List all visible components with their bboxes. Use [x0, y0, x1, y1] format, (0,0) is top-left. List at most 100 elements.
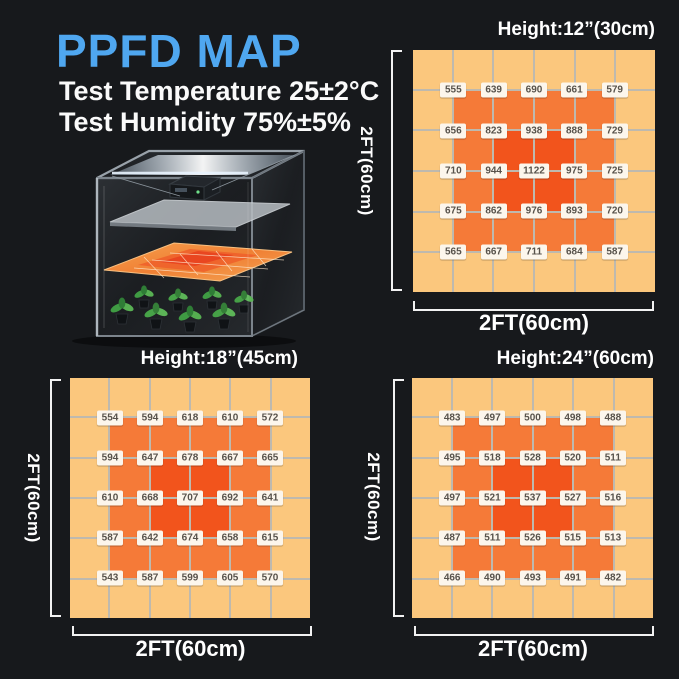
- x-axis-bracket: [413, 301, 654, 311]
- heatmap-cell: [493, 579, 532, 618]
- y-axis-bracket: [391, 50, 402, 291]
- heatmap-cell: [110, 579, 149, 618]
- heatmap-cell: [271, 458, 310, 497]
- heatmap-cell: [412, 418, 451, 457]
- heatmap-cell: [574, 498, 613, 538]
- heatmap-cell: [70, 458, 109, 497]
- heatmap-cell: [150, 498, 189, 538]
- floor-shadow: [72, 334, 296, 348]
- ppfd-value-chip: 520: [559, 450, 586, 466]
- heatmap-cell: [494, 212, 533, 252]
- ppfd-value-chip: 729: [601, 123, 628, 139]
- ppfd-value-chip: 565: [440, 244, 467, 260]
- ppfd-value-chip: 579: [601, 82, 628, 98]
- heatmap-cell: [271, 378, 310, 417]
- ppfd-value-chip: 667: [480, 244, 507, 260]
- ppfd-value-chip: 466: [439, 570, 466, 586]
- grow-tent-illustration: [72, 149, 305, 348]
- ppfd-value-chip: 610: [96, 490, 123, 506]
- heatmap-cell: [110, 458, 149, 497]
- heatmap-cell: [533, 498, 572, 538]
- plant: [134, 285, 154, 309]
- led-driver-box: [168, 175, 222, 201]
- y-axis-label: 2FT(60cm): [364, 452, 383, 542]
- page-title: PPFD MAP: [56, 25, 302, 77]
- heatmap-cell: [110, 539, 149, 578]
- x-axis-bracket: [414, 626, 654, 636]
- test-temperature-text: Test Temperature 25±2°C: [59, 76, 380, 106]
- tent-right-face: [251, 149, 305, 338]
- heatmap-cell: [453, 172, 493, 211]
- ppfd-value-chip: 665: [257, 450, 283, 466]
- heatmap-cell: [70, 579, 109, 618]
- ppfd-value-chip: 639: [480, 82, 507, 98]
- heatmap-cell: [231, 458, 270, 497]
- ppfd-value-chip: 656: [440, 123, 467, 139]
- ppfd-value-chip: 594: [136, 410, 163, 426]
- x-axis-label: 2FT(60cm): [135, 636, 246, 661]
- heatmap-cell: [614, 378, 653, 417]
- ppfd-value-chip: 658: [216, 530, 243, 546]
- ppfd-value-chip: 555: [440, 82, 467, 98]
- heatmap-cell: [493, 539, 532, 578]
- heatmap-cell: [574, 418, 613, 457]
- heatmap-cell: [575, 90, 615, 130]
- ppfd-value-chip: 495: [439, 450, 466, 466]
- heatmap-cell: [616, 131, 655, 170]
- ppfd-value-chip: 615: [257, 530, 283, 546]
- heatmap-cell: [190, 418, 230, 457]
- heatmap-cell: [493, 418, 532, 457]
- heatmap-cell: [453, 90, 493, 130]
- heatmap-cell: [452, 418, 491, 457]
- ppfd-value-chip: 675: [440, 203, 467, 219]
- ppfd-value-chip: 938: [521, 123, 547, 139]
- heatmap-cell: [70, 539, 109, 578]
- heatmap-cell: [70, 378, 109, 417]
- ppfd-value-chip: 487: [439, 530, 466, 546]
- heatmap-cell: [413, 253, 452, 292]
- heatmap-cell: [413, 172, 452, 211]
- ppfd-value-chip: 862: [480, 203, 507, 219]
- heatmap-cell: [70, 418, 109, 457]
- heatmap-cell: [575, 50, 615, 89]
- heatmap-cell: [574, 579, 613, 618]
- ppfd-value-chip: 975: [561, 163, 588, 179]
- heatmap-cell: [412, 539, 451, 578]
- ppfd-value-chip: 674: [177, 530, 203, 546]
- heatmap-cell: [535, 50, 574, 89]
- heatmap-cell: [412, 458, 451, 497]
- ppfd-value-chip: 518: [479, 450, 506, 466]
- plants: [110, 285, 254, 333]
- heatmap-cell: [493, 378, 532, 417]
- heatmap-cell: [412, 498, 451, 538]
- ppfd-value-chip: 483: [439, 410, 466, 426]
- ppfd-value-chip: 521: [479, 490, 506, 506]
- y-axis-bracket: [50, 379, 61, 617]
- ppfd-value-chip: 572: [257, 410, 283, 426]
- heatmap-grid: 555 639 690 661 579 656 823 938 888 729 710 944 1122…: [413, 50, 655, 292]
- heatmap-cell: [453, 212, 493, 252]
- heatmap-grid: 554 594 618 610 572 594 647 678 667 665 610 668 707 6…: [70, 378, 310, 618]
- heatmap-cell: [413, 212, 452, 252]
- ppfd-value-chip: 528: [519, 450, 546, 466]
- ppfd-sheet: [103, 242, 293, 282]
- ppfd-value-chip: 488: [599, 410, 626, 426]
- ppfd-value-chip: 823: [480, 123, 507, 139]
- heatmap-cell: [412, 579, 451, 618]
- ppfd-value-chip: 526: [519, 530, 546, 546]
- ppfd-value-chip: 684: [561, 244, 588, 260]
- heatmap-cell: [535, 131, 574, 170]
- heatmap-cell: [453, 253, 493, 292]
- y-axis-label: 2FT(60cm): [357, 126, 376, 216]
- plant: [110, 297, 134, 325]
- heatmap-cell: [452, 458, 491, 497]
- heatmap-cell: [575, 253, 615, 292]
- ppfd-value-chip: 482: [599, 570, 626, 586]
- plant: [212, 302, 236, 330]
- y-axis-bracket: [393, 379, 404, 617]
- ppfd-value-chip: 513: [599, 530, 626, 546]
- heatmap-cell: [614, 579, 653, 618]
- heatmap-cell: [231, 418, 270, 457]
- ppfd-value-chip: 511: [479, 530, 506, 546]
